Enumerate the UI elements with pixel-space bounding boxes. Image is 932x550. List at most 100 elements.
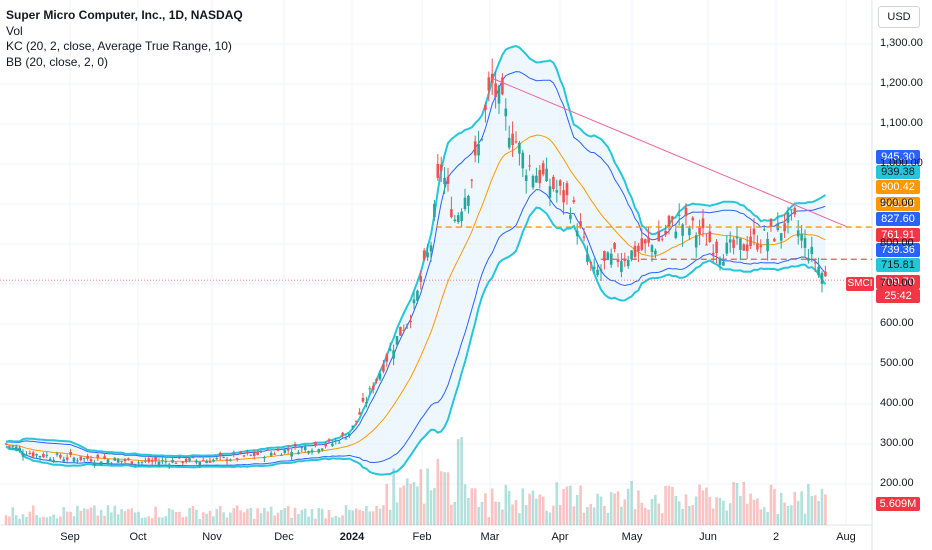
volume-bar	[314, 518, 317, 525]
volume-bar	[293, 507, 297, 525]
volume-bar	[331, 517, 334, 525]
candle	[140, 461, 144, 463]
volume-bar	[773, 488, 776, 525]
volume-bar	[317, 507, 321, 525]
candle	[450, 209, 453, 218]
currency-button[interactable]: USD	[878, 6, 920, 28]
volume-bar	[538, 494, 542, 525]
candle	[300, 447, 304, 449]
volume-bar	[341, 515, 344, 525]
volume-bar	[79, 510, 83, 525]
candle	[45, 454, 49, 456]
volume-bar	[28, 511, 32, 525]
candle	[59, 454, 62, 458]
candle	[198, 461, 202, 466]
candle	[82, 457, 86, 459]
candle	[120, 460, 123, 462]
volume-bar	[320, 508, 324, 525]
volume-bar	[531, 490, 535, 525]
legend-bb[interactable]: BB (20, close, 2, 0)	[6, 54, 109, 69]
legend-title: Super Micro Computer, Inc., 1D, NASDAQ	[6, 8, 243, 22]
volume-bar	[208, 510, 212, 525]
x-tick-label: Dec	[274, 531, 294, 543]
candle	[273, 453, 276, 455]
candle	[722, 261, 725, 266]
candle	[402, 329, 406, 331]
volume-bar	[99, 509, 103, 525]
volume-bar	[790, 505, 793, 525]
volume-bar	[535, 498, 538, 525]
candle	[116, 459, 120, 463]
candle	[728, 239, 732, 243]
legend-vol[interactable]: Vol	[6, 23, 23, 38]
candle	[21, 452, 25, 457]
candle	[392, 350, 395, 359]
volume-bar	[684, 494, 688, 525]
volume-bar	[324, 518, 327, 525]
volume-bar	[657, 503, 661, 525]
volume-bar	[157, 517, 161, 525]
volume-bar	[514, 500, 518, 525]
volume-bar	[609, 492, 613, 525]
volume-bar	[280, 510, 283, 525]
candle	[361, 398, 365, 402]
candle	[603, 251, 606, 261]
candle	[538, 169, 542, 184]
volume-bar	[144, 517, 147, 525]
candle	[433, 203, 436, 218]
candle	[630, 250, 633, 259]
candle	[327, 439, 331, 442]
candle	[385, 354, 389, 362]
candle	[579, 221, 582, 228]
candle	[181, 461, 185, 464]
volume-bar	[599, 496, 603, 525]
candle	[497, 86, 501, 104]
volume-bar	[412, 482, 416, 525]
legend-kc[interactable]: KC (20, 2, close, Average True Range, 10…	[6, 39, 232, 53]
candle	[643, 239, 647, 244]
volume-bar	[752, 499, 756, 525]
candle	[742, 244, 746, 251]
volume-bar	[62, 507, 66, 525]
volume-bar	[575, 495, 579, 525]
candle	[157, 461, 161, 466]
candle	[759, 245, 763, 248]
candle	[749, 236, 752, 246]
volume-bar	[735, 483, 739, 525]
volume-bar	[586, 507, 589, 525]
candle	[552, 176, 555, 190]
volume-tag: 5.609M	[876, 497, 920, 511]
candle	[18, 447, 21, 451]
candle	[586, 254, 589, 262]
candle	[592, 266, 596, 269]
candle	[42, 454, 45, 458]
volume-bar	[354, 508, 358, 525]
candle	[266, 449, 270, 451]
volume-bar	[273, 515, 276, 525]
candle	[348, 433, 351, 436]
x-tick-label: 2	[772, 531, 780, 543]
volume-bar	[637, 490, 640, 525]
candle	[480, 138, 484, 140]
volume-bar	[800, 491, 803, 525]
volume-bar	[188, 508, 191, 525]
candle	[698, 226, 701, 235]
candle	[4, 443, 8, 445]
candle	[575, 230, 579, 237]
y-tick-label: 200.00	[880, 477, 914, 489]
volume-bar	[722, 500, 725, 525]
candle	[184, 458, 188, 462]
candle	[11, 445, 15, 447]
candle	[439, 164, 443, 171]
candle	[456, 215, 460, 222]
volume-bar	[375, 505, 378, 525]
volume-bar	[212, 516, 215, 525]
candle	[633, 245, 637, 257]
candle	[820, 272, 824, 284]
volume-bar	[239, 510, 242, 525]
candle	[501, 77, 504, 95]
candle	[524, 175, 528, 181]
candle	[494, 83, 497, 97]
